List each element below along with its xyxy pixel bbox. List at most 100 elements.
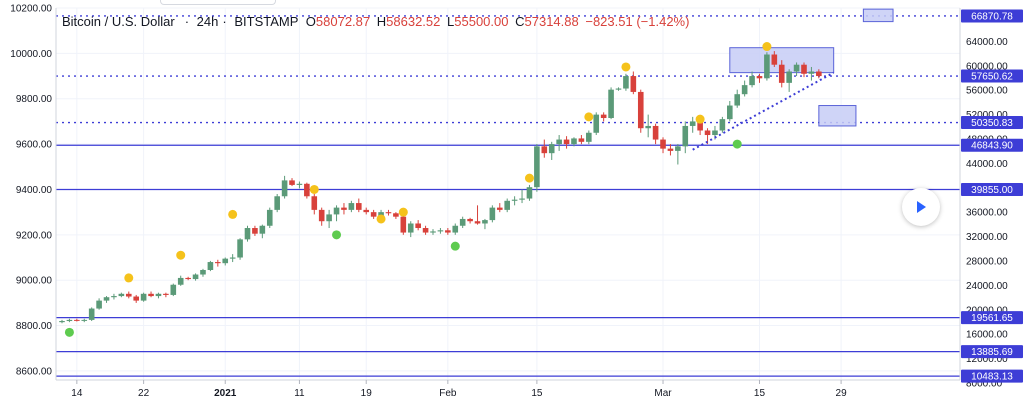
candle-body xyxy=(437,230,444,232)
candle xyxy=(764,52,770,81)
candle-body xyxy=(704,130,711,136)
candle-body xyxy=(586,132,592,142)
candle-body xyxy=(637,91,644,129)
candle xyxy=(111,293,117,300)
candle-body xyxy=(400,216,407,233)
candle-body xyxy=(244,228,251,240)
candle-body xyxy=(712,130,718,136)
candle-body xyxy=(608,89,614,119)
candle-body xyxy=(88,308,95,320)
price-label-text: 19561.65 xyxy=(971,313,1013,324)
legend-open: 58072.87 xyxy=(315,14,371,29)
candle xyxy=(311,194,318,215)
legend-close: 57314.88 xyxy=(524,14,579,29)
candle-body xyxy=(415,223,421,229)
price-label-text: 57650.62 xyxy=(971,72,1013,83)
candle-body xyxy=(556,139,562,145)
price-label: 50350.83 xyxy=(961,116,1023,130)
candle xyxy=(96,298,102,310)
candle xyxy=(370,209,377,219)
candle-body xyxy=(326,214,332,222)
candle xyxy=(88,307,95,322)
candle xyxy=(489,205,496,223)
candle-body xyxy=(452,225,459,233)
candle-body xyxy=(756,76,763,79)
candle-body xyxy=(289,180,295,185)
candle-body xyxy=(571,138,577,145)
x-tick-label: 29 xyxy=(836,388,848,399)
candle-body xyxy=(496,207,503,210)
price-label-text: 13885.69 xyxy=(971,347,1013,358)
candle-body xyxy=(333,207,340,215)
candle-body xyxy=(474,221,481,224)
candle-body xyxy=(111,296,117,298)
candle xyxy=(727,101,733,122)
candle xyxy=(719,116,726,133)
right-tick-label: 12000.00 xyxy=(966,354,1008,365)
right-tick-label: 60000.00 xyxy=(966,61,1008,72)
legend-symbol: Bitcoin / U.S. Dollar xyxy=(62,14,175,29)
candle-body xyxy=(541,146,548,154)
candle-body xyxy=(393,213,399,217)
candle xyxy=(407,221,414,238)
candlestick-series xyxy=(59,51,822,324)
right-price-axis[interactable]: 68000.0064000.0060000.0056000.0052000.00… xyxy=(966,13,1008,390)
trendline xyxy=(692,71,835,151)
price-label-text: 50350.83 xyxy=(971,118,1013,129)
time-axis[interactable]: 14 22 2021 11 19 Feb 15 Mar 15 29 xyxy=(71,380,847,399)
candle-body xyxy=(526,187,533,199)
candle xyxy=(496,203,503,213)
right-tick-label: 20000.00 xyxy=(966,305,1008,316)
candle-body xyxy=(534,146,540,188)
left-price-axis[interactable]: 10200.00 10000.00 9800.00 9600.00 9400.00 920… xyxy=(10,4,52,378)
marker-yellow xyxy=(176,250,186,260)
candle-body xyxy=(667,148,674,151)
candle xyxy=(237,238,243,260)
candle-body xyxy=(511,199,518,201)
candle xyxy=(155,292,162,299)
candle-body xyxy=(185,277,191,280)
marker-yellow xyxy=(124,273,134,283)
candle-body xyxy=(734,94,741,106)
x-tick-label: 22 xyxy=(138,388,150,399)
candle xyxy=(200,268,206,277)
right-tick-label: 32000.00 xyxy=(966,232,1008,243)
candle-body xyxy=(155,293,162,297)
left-tick-label: 8600.00 xyxy=(16,366,53,377)
candle xyxy=(415,220,421,231)
candle xyxy=(229,254,236,263)
candle xyxy=(215,259,221,267)
candle-body xyxy=(578,138,585,142)
right-tick-label: 16000.00 xyxy=(966,330,1008,341)
candle xyxy=(163,292,169,298)
candle-body xyxy=(764,54,770,79)
candle-body xyxy=(778,64,785,83)
candle-body xyxy=(118,293,125,297)
rectangle-box xyxy=(818,105,857,127)
legend-high: 58632.52 xyxy=(386,14,441,29)
candle xyxy=(563,136,570,149)
candle-body xyxy=(519,198,525,200)
candle xyxy=(207,260,214,272)
candle xyxy=(778,60,785,88)
candle xyxy=(437,228,444,234)
candle xyxy=(630,71,637,95)
left-tick-label: 9800.00 xyxy=(16,94,53,105)
candle-body xyxy=(252,228,258,234)
candle-body xyxy=(266,209,273,226)
marker-green xyxy=(64,327,74,337)
candle-body xyxy=(630,76,637,92)
candle-body xyxy=(259,225,266,234)
candle xyxy=(363,207,370,215)
candle xyxy=(266,207,273,229)
legend-change: −823.51 (−1.42%) xyxy=(585,14,690,29)
candle xyxy=(548,141,555,160)
candle-body xyxy=(563,139,570,145)
candle-body xyxy=(237,239,243,258)
replay-button[interactable] xyxy=(902,188,940,226)
candle xyxy=(170,283,177,297)
legend-interval: 24h xyxy=(196,14,219,29)
legend-low: 55500.00 xyxy=(454,14,509,29)
